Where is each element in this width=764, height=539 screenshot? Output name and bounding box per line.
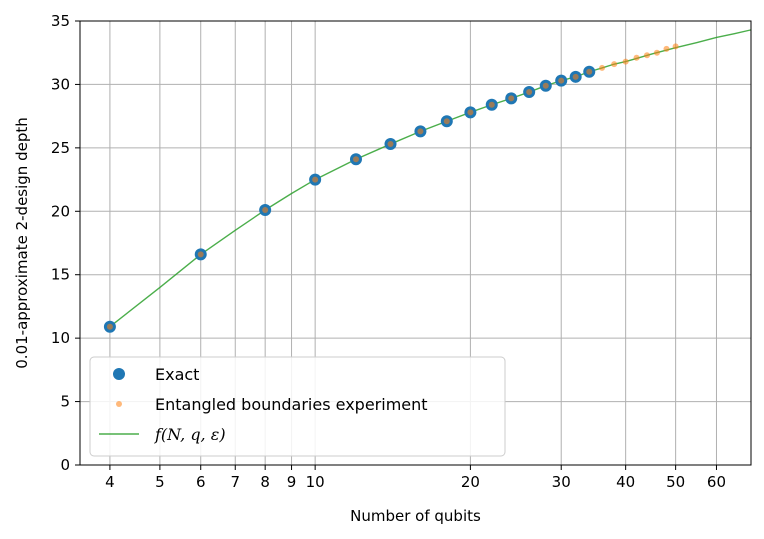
x-tick-label: 10	[306, 473, 325, 491]
entangled-point	[622, 58, 629, 65]
x-tick-label: 5	[155, 473, 165, 491]
y-tick-label: 20	[51, 202, 70, 220]
y-tick-label: 30	[51, 75, 70, 93]
x-tick-label: 9	[287, 473, 297, 491]
entangled-point	[599, 64, 606, 71]
legend-label-exact: Exact	[155, 365, 199, 384]
entangled-point	[467, 109, 474, 116]
y-tick-label: 5	[60, 393, 70, 411]
entangled-point	[312, 176, 319, 183]
legend-label-fit-suffix: )	[218, 425, 225, 444]
legend-label-fit-symbol: ε	[211, 425, 220, 444]
x-tick-label: 20	[461, 473, 480, 491]
fit-curve	[109, 29, 752, 328]
x-tick-label: 50	[666, 473, 685, 491]
entangled-point	[644, 52, 651, 59]
entangled-point	[653, 49, 660, 56]
legend-label-fit: f(N, q, ε)	[154, 425, 226, 444]
entangled-point	[633, 54, 640, 61]
y-tick-label: 0	[60, 456, 70, 474]
axis-ticks: 4 5 6 7 8 9 10 20 30 40 50 60 0 5 10 15 20 25 30 35	[51, 12, 726, 491]
fit-curve-layer	[109, 29, 752, 328]
entangled-point	[586, 68, 593, 75]
y-tick-label: 10	[51, 329, 70, 347]
x-tick-label: 7	[230, 473, 240, 491]
x-tick-label: 6	[196, 473, 206, 491]
plot-frame	[79, 20, 752, 466]
entangled-point	[352, 156, 359, 163]
legend-marker-entangled	[116, 401, 122, 407]
entangled-point	[663, 45, 670, 52]
entangled-point	[197, 251, 204, 258]
legend-label-entangled: Entangled boundaries experiment	[155, 395, 428, 414]
entangled-point	[508, 95, 515, 102]
x-tick-label: 4	[105, 473, 115, 491]
x-axis-label: Number of qubits	[350, 507, 481, 525]
entangled-point	[262, 207, 269, 214]
y-tick-label: 25	[51, 139, 70, 157]
entangled-point	[443, 118, 450, 125]
entangled-point	[542, 82, 549, 89]
entangled-point	[526, 89, 533, 96]
legend: Exact Entangled boundaries experiment f(…	[89, 356, 506, 457]
x-tick-label: 60	[707, 473, 726, 491]
y-tick-label: 35	[51, 12, 70, 30]
entangled-point	[106, 323, 113, 330]
entangled-point	[611, 61, 618, 68]
legend-label-fit-prefix: f(N, q,	[154, 425, 211, 444]
x-tick-label: 8	[260, 473, 270, 491]
y-axis-label: 0.01-approximate 2-design depth	[13, 117, 31, 368]
entangled-point	[672, 43, 679, 50]
legend-box	[89, 356, 506, 457]
data-points	[103, 43, 679, 333]
entangled-point	[387, 141, 394, 148]
entangled-point	[558, 77, 565, 84]
entangled-point	[417, 128, 424, 135]
y-tick-label: 15	[51, 266, 70, 284]
x-tick-label: 40	[616, 473, 635, 491]
entangled-point	[488, 101, 495, 108]
x-tick-label: 30	[552, 473, 571, 491]
entangled-point	[572, 73, 579, 80]
legend-marker-exact	[113, 368, 125, 380]
